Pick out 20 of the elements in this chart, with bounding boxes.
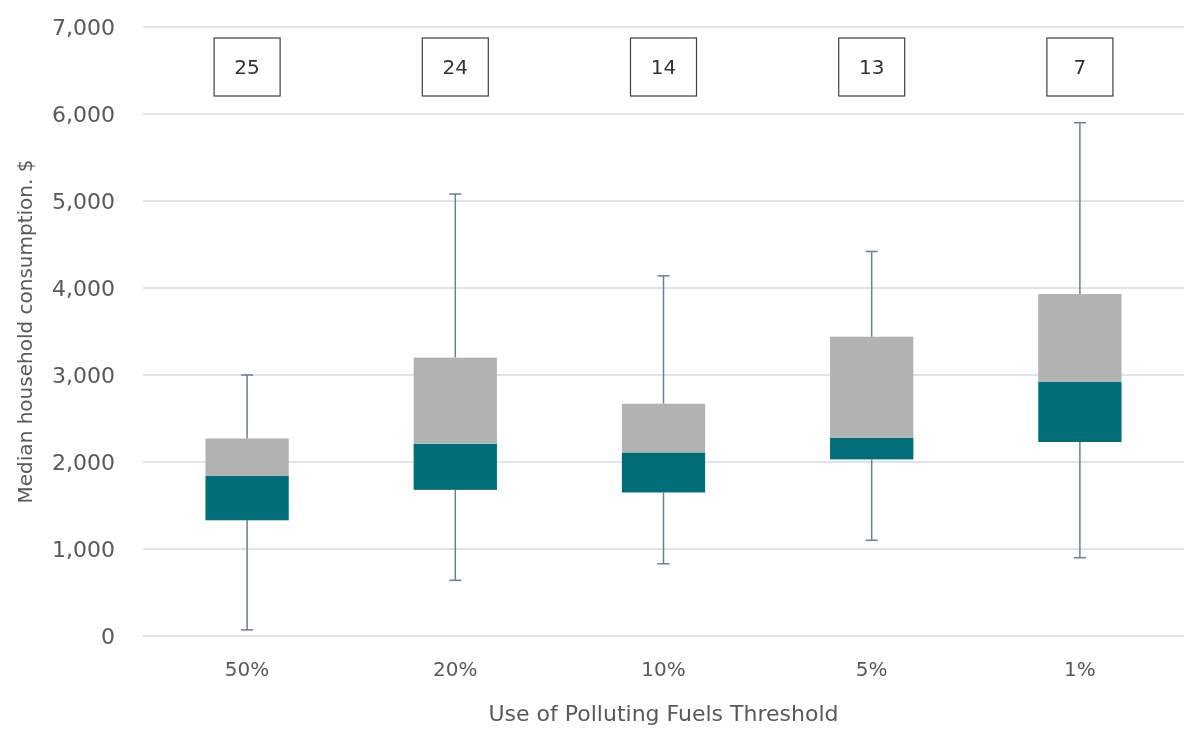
y-tick-label: 2,000 xyxy=(52,449,115,475)
x-tick-label: 50% xyxy=(224,657,270,681)
x-tick-label: 20% xyxy=(433,657,478,681)
y-tick-label: 6,000 xyxy=(52,101,115,127)
x-axis-title: Use of Polluting Fuels Threshold xyxy=(488,701,839,726)
y-tick-label: 3,000 xyxy=(52,362,115,388)
y-tick-label: 5,000 xyxy=(52,188,115,214)
y-tick-label: 0 xyxy=(101,623,115,649)
x-tick-label: 5% xyxy=(855,657,888,681)
y-axis-title: Median household consumption. $ xyxy=(13,159,37,504)
annotation: 13 xyxy=(858,55,885,79)
x-tick-label: 10% xyxy=(641,657,686,681)
y-tick-label: 7,000 xyxy=(52,14,115,40)
annotation: 7 xyxy=(1073,55,1087,79)
y-tick-label: 4,000 xyxy=(52,275,115,301)
annotation: 14 xyxy=(650,55,677,79)
x-tick-label: 1% xyxy=(1064,657,1096,681)
annotation: 24 xyxy=(442,55,469,79)
y-tick-label: 1,000 xyxy=(52,536,115,562)
annotation: 25 xyxy=(234,55,260,79)
